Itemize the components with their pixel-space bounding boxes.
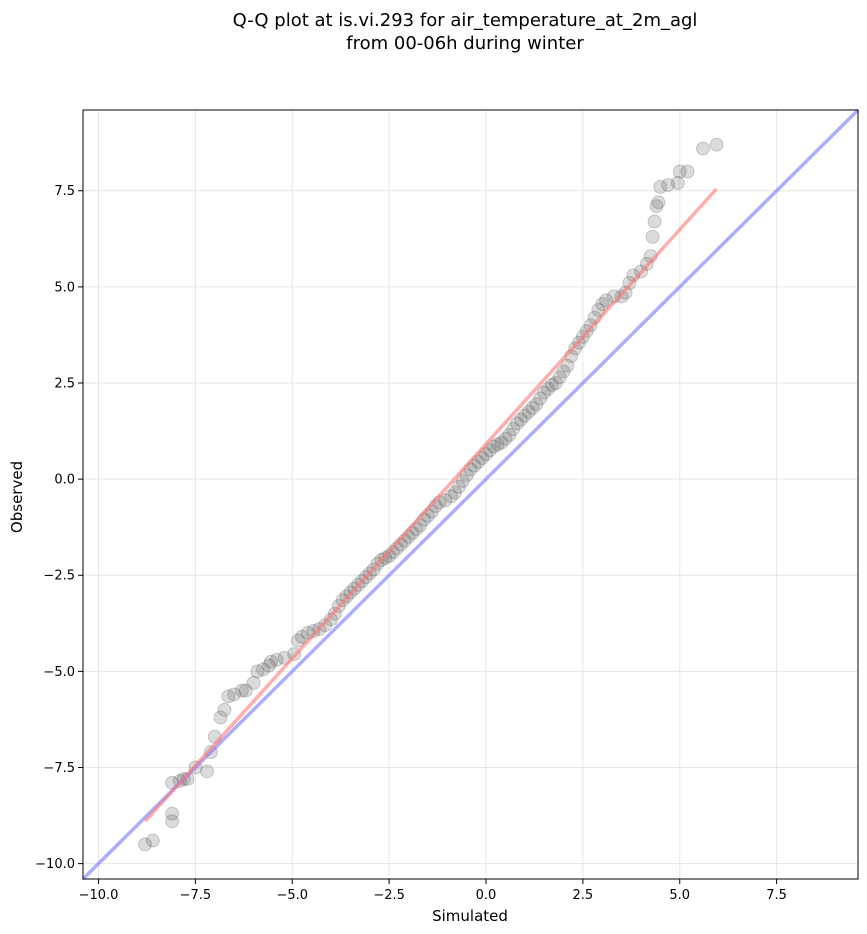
y-tick-label: 7.5 (54, 184, 75, 199)
reference-lines (81, 108, 860, 881)
x-tick-label: 2.5 (573, 888, 594, 903)
data-point (165, 806, 180, 821)
data-point (670, 176, 685, 191)
data-point (234, 683, 249, 698)
x-tick-label: −10.0 (79, 888, 119, 903)
scatter-points (138, 137, 724, 852)
y-tick-label: −5.0 (43, 665, 75, 680)
y-tick-label: 0.0 (54, 473, 75, 488)
data-point (544, 377, 559, 392)
data-point (647, 214, 662, 229)
data-point (560, 358, 575, 373)
data-point (517, 408, 532, 423)
data-point (263, 654, 278, 669)
axis-ticks: −10.0 −7.5 −5.0 −2.5 0.0 2.5 5.0 7.5 −10.0 −7.5 −5… (35, 184, 787, 903)
data-point (521, 404, 536, 419)
data-point (291, 633, 306, 648)
data-point (506, 422, 521, 437)
data-point (200, 764, 214, 779)
data-point (649, 199, 664, 214)
data-point (246, 675, 261, 690)
data-point (444, 489, 459, 504)
data-point (250, 664, 265, 679)
data-point (455, 474, 470, 489)
data-point (599, 293, 614, 308)
data-point (498, 431, 513, 446)
data-point (256, 662, 271, 677)
data-point (680, 164, 695, 179)
data-point (138, 837, 152, 852)
fit-line (143, 187, 718, 823)
y-tick-label: −2.5 (43, 569, 75, 584)
data-point (238, 683, 253, 698)
identity-line (81, 108, 860, 881)
data-point (502, 427, 517, 442)
data-point (537, 385, 552, 400)
chart-title-line-1: Q-Q plot at is.vi.293 for air_temperatur… (233, 10, 698, 31)
data-point (221, 689, 236, 704)
data-point (494, 435, 509, 450)
data-point (661, 177, 676, 192)
data-point (709, 137, 724, 152)
data-point (510, 416, 524, 431)
y-tick-label: −7.5 (43, 761, 75, 776)
data-point (541, 381, 555, 396)
x-axis-label: Simulated (432, 907, 508, 925)
data-point (552, 370, 567, 385)
data-point (568, 341, 583, 356)
data-point (486, 439, 501, 454)
y-axis-label: Observed (8, 461, 26, 533)
data-point (645, 229, 660, 244)
data-point (438, 493, 453, 508)
data-point (479, 447, 493, 462)
plot-frame (82, 109, 859, 880)
data-point (262, 658, 276, 673)
data-point (294, 629, 309, 644)
data-point (533, 391, 548, 406)
grid-lines (83, 110, 858, 879)
data-point (651, 195, 666, 210)
y-tick-label: −10.0 (35, 857, 75, 872)
x-tick-label: −5.0 (276, 888, 308, 903)
data-point (548, 375, 563, 390)
data-point (556, 364, 571, 379)
data-point (217, 702, 232, 717)
data-point (165, 814, 180, 829)
data-point (448, 485, 462, 500)
data-point (318, 618, 333, 633)
data-point (696, 141, 710, 156)
data-point (672, 164, 687, 179)
data-point (269, 652, 284, 667)
data-point (145, 833, 160, 848)
data-point (459, 468, 474, 483)
data-point (618, 285, 633, 300)
data-point (306, 623, 321, 638)
data-point (227, 687, 242, 702)
x-tick-label: 5.0 (669, 888, 690, 903)
data-point (595, 297, 610, 312)
y-tick-label: 5.0 (54, 280, 75, 295)
x-tick-label: −2.5 (373, 888, 405, 903)
data-point (653, 179, 668, 194)
x-tick-label: −7.5 (180, 888, 212, 903)
x-tick-label: 0.0 (476, 888, 497, 903)
data-point (213, 710, 228, 725)
data-point (529, 397, 544, 412)
data-point (451, 479, 466, 494)
chart-title-line-2: from 00-06h during winter (346, 33, 584, 54)
data-point (482, 443, 497, 458)
y-tick-label: 2.5 (54, 376, 75, 391)
data-point (513, 412, 528, 427)
data-point (490, 437, 505, 452)
data-point (525, 400, 540, 415)
x-tick-label: 7.5 (766, 888, 787, 903)
